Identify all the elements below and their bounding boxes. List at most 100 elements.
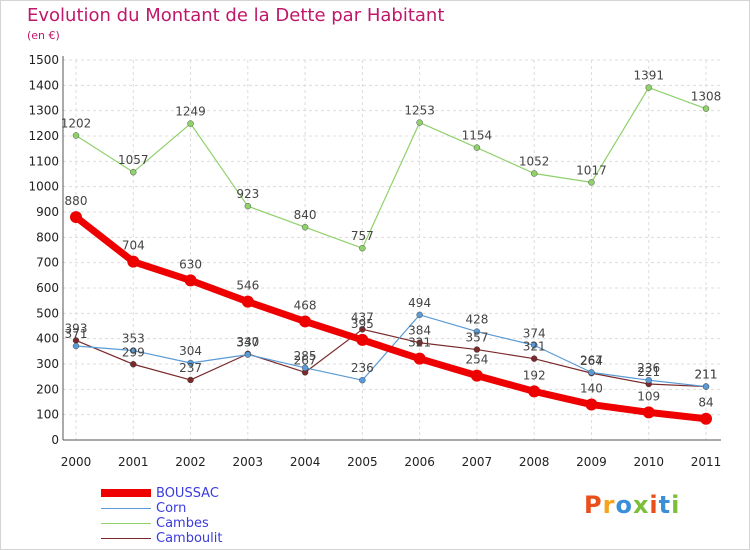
point-cambes (530, 170, 538, 177)
y-tick-label: 300 (36, 357, 59, 371)
data-label-boussac: 546 (236, 279, 259, 293)
x-tick-label: 2001 (118, 455, 149, 469)
data-label-corn: 267 (580, 353, 603, 367)
y-tick-label: 800 (36, 230, 59, 244)
point-boussac (642, 406, 655, 419)
x-tick-label: 2002 (175, 455, 206, 469)
legend-label-cambes: Cambes (156, 516, 209, 531)
point-cambes (301, 223, 309, 231)
data-label-corn: 337 (236, 336, 259, 350)
data-label-camboulit: 393 (65, 321, 88, 335)
data-label-cambes: 1154 (462, 129, 493, 143)
y-tick-label: 400 (36, 332, 59, 346)
y-tick-label: 900 (36, 205, 59, 219)
point-corn (416, 311, 423, 319)
point-cambes (416, 119, 423, 126)
y-tick-label: 1400 (28, 78, 59, 92)
legend-swatch-cambes (101, 523, 151, 524)
proxiti-logo: Proxiti (584, 491, 680, 519)
point-corn (359, 377, 366, 384)
point-boussac (127, 255, 140, 268)
chart-subtitle: (en €) (27, 29, 60, 42)
point-cambes (130, 169, 137, 176)
point-boussac (470, 369, 483, 382)
logo-letter: i (671, 491, 681, 519)
data-label-cambes: 1202 (61, 116, 92, 130)
point-camboulit (473, 346, 481, 353)
legend-swatch-camboulit (101, 538, 151, 539)
logo-letter: t (658, 491, 672, 519)
point-corn (72, 342, 80, 350)
y-tick-label: 1200 (28, 129, 59, 143)
data-label-corn: 428 (465, 313, 488, 327)
y-tick-label: 1100 (28, 154, 59, 168)
x-tick-label: 2003 (233, 455, 264, 469)
data-label-boussac: 880 (65, 194, 88, 208)
point-boussac (700, 412, 712, 425)
y-tick-label: 1500 (28, 53, 59, 67)
data-label-boussac: 395 (351, 317, 374, 331)
data-label-camboulit: 437 (351, 310, 374, 324)
data-label-camboulit: 237 (179, 361, 202, 375)
data-label-camboulit: 264 (580, 354, 603, 368)
x-tick-label: 2005 (347, 455, 378, 469)
data-label-cambes: 1052 (519, 154, 550, 168)
data-label-boussac: 84 (698, 396, 713, 410)
data-label-cambes: 923 (236, 187, 259, 201)
data-label-corn: 285 (294, 349, 317, 363)
data-label-corn: 371 (65, 327, 88, 341)
data-label-corn: 304 (179, 344, 202, 358)
legend-swatch-boussac (101, 489, 151, 497)
series-line-camboulit (75, 328, 707, 388)
data-label-camboulit: 357 (465, 331, 488, 345)
data-label-camboulit: 321 (523, 340, 546, 354)
logo-letter: i (649, 491, 659, 519)
y-tick-label: 1000 (28, 180, 59, 194)
y-tick-label: 1300 (28, 104, 59, 118)
data-label-boussac: 704 (122, 239, 145, 253)
point-corn (588, 369, 595, 376)
legend-label-corn: Corn (156, 501, 187, 516)
data-label-camboulit: 221 (637, 365, 660, 379)
point-corn (530, 342, 538, 349)
logo-letter: P (584, 491, 603, 519)
data-label-corn: 236 (637, 361, 660, 375)
point-boussac (585, 398, 598, 411)
data-label-cambes: 840 (294, 208, 317, 222)
data-label-corn: 353 (122, 332, 145, 346)
x-tick-label: 2000 (61, 455, 92, 469)
data-label-boussac: 254 (465, 353, 488, 367)
x-tick-label: 2008 (519, 455, 550, 469)
point-corn (702, 383, 710, 390)
x-tick-label: 2004 (290, 455, 321, 469)
data-label-corn: 494 (408, 296, 431, 310)
point-cambes (72, 132, 80, 139)
point-corn (473, 328, 481, 335)
point-boussac (184, 274, 197, 287)
data-label-corn: 211 (695, 368, 718, 382)
logo-letter: r (602, 491, 616, 519)
logo-letter: x (632, 491, 650, 519)
point-boussac (528, 385, 541, 398)
data-label-boussac: 109 (637, 389, 660, 403)
point-cambes (588, 179, 595, 186)
data-label-cambes: 1253 (404, 104, 435, 118)
y-tick-label: 100 (36, 408, 59, 422)
point-cambes (645, 84, 652, 91)
data-label-camboulit: 340 (236, 335, 259, 349)
point-cambes (359, 245, 366, 252)
data-label-cambes: 1308 (691, 90, 722, 104)
data-label-corn: 236 (351, 361, 374, 375)
x-tick-label: 2011 (691, 455, 722, 469)
point-boussac (413, 352, 426, 365)
series-line-cambes (75, 87, 707, 249)
data-label-boussac: 140 (580, 382, 603, 396)
legend-swatch-corn (101, 508, 151, 509)
point-corn (187, 359, 194, 367)
y-tick-label: 600 (36, 281, 59, 295)
point-camboulit (359, 326, 366, 333)
point-corn (244, 351, 252, 358)
point-camboulit (530, 355, 538, 362)
